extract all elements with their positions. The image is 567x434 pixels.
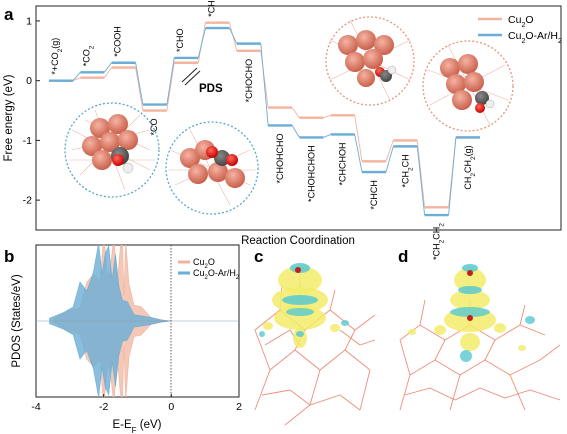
charge-density-isosurface-c [259,263,349,348]
energy-connector [103,67,112,78]
energy-connector [135,67,144,111]
energy-connector [260,43,269,126]
pds-marker-line-1 [181,67,198,83]
x-tick-label-b: 2 [236,401,242,413]
panel-d-letter: d [398,247,408,266]
energy-connector [291,125,300,138]
legend-b-label-cu2o-ar-h2: Cu2O-Ar/H2 [193,268,240,281]
energy-connector [229,27,238,44]
state-label: *CH2CH [400,154,414,187]
energy-connector [354,115,363,162]
pdos-area-cu2o-ar-h2 [49,245,172,397]
panel-a-legend: Cu2O Cu2O-Ar/H2 [478,14,562,45]
state-label: *CHOCHO [244,59,254,103]
state-label: *CHOCO [207,0,217,17]
x-tick-label-b: 0 [168,401,174,413]
energy-connector [103,62,112,73]
panel-a-y-axis: 1 0 -1 -2 [23,15,40,207]
legend-label-cu2o-ar-h2: Cu2O-Ar/H2 [508,30,562,45]
energy-connector [72,77,81,82]
panel-b-letter: b [4,247,14,266]
charge-density-isosurface-d [408,264,535,362]
adsorbate-inset-chocho [422,40,514,132]
panel-d: d [398,247,561,411]
y-tick-label-a: -1 [23,135,32,147]
state-label: *CHCH [369,180,379,210]
energy-series-cu2o-ar-h2 [49,26,480,217]
state-label: *CH2CH2 [432,223,446,260]
state-label: *CO [149,119,159,136]
adsorbate-inset-co [64,102,160,198]
panel-b: b -4 -2 0 2 PDOS (States/eV) E-EF (eV) Cu2O… [4,244,242,434]
energy-connector [135,62,144,105]
state-label: *CHO [175,28,185,52]
state-label: *CHCHOH [338,142,348,185]
energy-connector [354,134,363,173]
energy-connector [385,146,394,173]
panel-a-y-label: Free energy (eV) [3,74,15,161]
state-label: *CHOHCHO [275,133,285,183]
panel-a-state-labels: *+CO2(g) *CO2 *COOH *CO *CHO *CHOCO *CHOCHO *CH… [50,0,476,260]
pds-marker-line-2 [184,70,201,86]
panel-b-y-label: PDOS (States/eV) [11,274,23,367]
energy-connector [385,140,394,162]
panel-a-energy-levels [49,21,480,217]
energy-connector [416,140,426,208]
x-tick-label-b: -4 [31,401,40,413]
legend-b-label-cu2o: Cu2O [193,257,215,270]
state-label: *CO2 [81,45,95,66]
y-tick-label-a: -2 [23,195,32,207]
adsorbate-inset-choco [325,16,415,106]
panel-c-letter: c [254,247,263,266]
energy-connector [416,146,426,216]
energy-connector [72,72,81,81]
panel-b-x-axis: -4 -2 0 2 [31,394,242,413]
panel-a-x-label: Reaction Coordination [241,235,355,247]
energy-connector [166,57,175,105]
panel-a: a [3,0,562,260]
state-label: *+CO2(g) [50,38,64,75]
energy-connector [197,27,206,59]
panel-a-letter: a [4,5,14,24]
state-label: CH2CH2(g) [463,145,477,189]
pds-annotation: PDS [199,83,223,95]
y-tick-label-a: 1 [26,15,32,27]
y-tick-label-a: 0 [26,75,32,87]
energy-connector [323,114,331,119]
energy-connector [323,134,331,138]
state-label: *CHOHCHOH [306,145,316,202]
adsorbate-inset-cooh [165,121,259,215]
energy-connector [166,62,175,111]
energy-connector [448,137,457,216]
panel-a-frame [35,5,562,231]
energy-connector [291,107,300,118]
panel-c: c [254,247,376,426]
panel-b-x-label: E-EF (eV) [113,419,162,434]
x-tick-label-b: -2 [99,401,108,413]
legend-label-cu2o: Cu2O [508,14,534,29]
panel-b-legend: Cu2O Cu2O-Ar/H2 [178,257,240,281]
state-label: *COOH [113,26,123,57]
